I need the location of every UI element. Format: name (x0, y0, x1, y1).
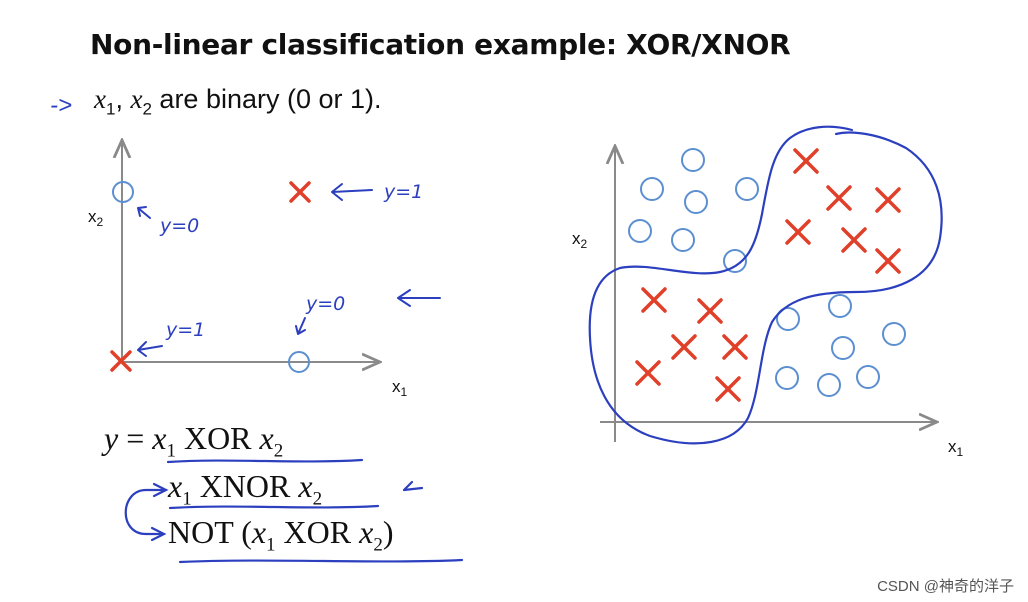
hand-annotations (137, 183, 441, 357)
subtitle-text: are binary (0 or 1). (151, 84, 382, 114)
point-circle (776, 307, 800, 331)
equation-not-xor: NOT (x1 XOR x2) (168, 514, 394, 556)
point-cross (697, 298, 723, 324)
point-circle (628, 219, 652, 243)
point-cross (722, 334, 748, 360)
left-plot: x2 x1 y=0 y=1 y=0 y=1 (88, 142, 441, 399)
point-cross (793, 148, 819, 174)
left-ylabel: x2 (88, 207, 104, 229)
point-cross (715, 376, 741, 402)
point-circle (723, 249, 747, 273)
sub-2: 2 (142, 99, 152, 119)
point-circle (882, 322, 906, 346)
annotation-y0-right: y=0 (305, 293, 345, 315)
sub-1: 1 (105, 99, 116, 119)
hand-arrow-icon: -> (50, 92, 73, 119)
point-circle (735, 177, 759, 201)
point-cross (641, 287, 667, 313)
point-circle (671, 228, 695, 252)
point-circle (817, 373, 841, 397)
annotation-y1-cross: y=1 (383, 181, 423, 203)
point-cross (785, 219, 811, 245)
point-circle (681, 148, 705, 172)
point-cross (671, 334, 697, 360)
point-circle (856, 365, 880, 389)
var-x2: x (130, 84, 143, 114)
watermark: CSDN @神奇的洋子 (877, 578, 1014, 595)
slide-title: Non-linear classification example: XOR/X… (90, 28, 791, 61)
point-circle (831, 336, 855, 360)
subtitle: x1, x2 are binary (0 or 1). (94, 84, 382, 119)
point-cross (826, 185, 852, 211)
point-cross (289, 181, 311, 203)
right-xlabel: x1 (948, 437, 964, 459)
point-cross (635, 360, 661, 386)
circle-points (628, 148, 906, 397)
point-cross (875, 248, 901, 274)
point-cross (841, 227, 867, 253)
equation-xor: y = x1 XOR x2 (104, 420, 284, 462)
var-x1: x (94, 84, 106, 114)
annotation-y0-top: y=0 (159, 215, 199, 237)
point-cross (110, 350, 132, 372)
equation-underlines (124, 458, 464, 564)
decision-boundary (588, 125, 943, 445)
point-circle (640, 177, 664, 201)
point-cross (875, 187, 901, 213)
equation-xnor: x1 XNOR x2 (168, 468, 323, 510)
right-plot: x2 x1 (572, 125, 964, 459)
point-circle (288, 351, 310, 373)
left-xlabel: x1 (392, 377, 408, 399)
point-circle (112, 181, 134, 203)
point-circle (828, 294, 852, 318)
right-ylabel: x2 (572, 229, 588, 251)
cross-points (635, 148, 901, 402)
point-circle (684, 190, 708, 214)
annotation-y1-origin: y=1 (165, 319, 205, 341)
point-circle (775, 366, 799, 390)
